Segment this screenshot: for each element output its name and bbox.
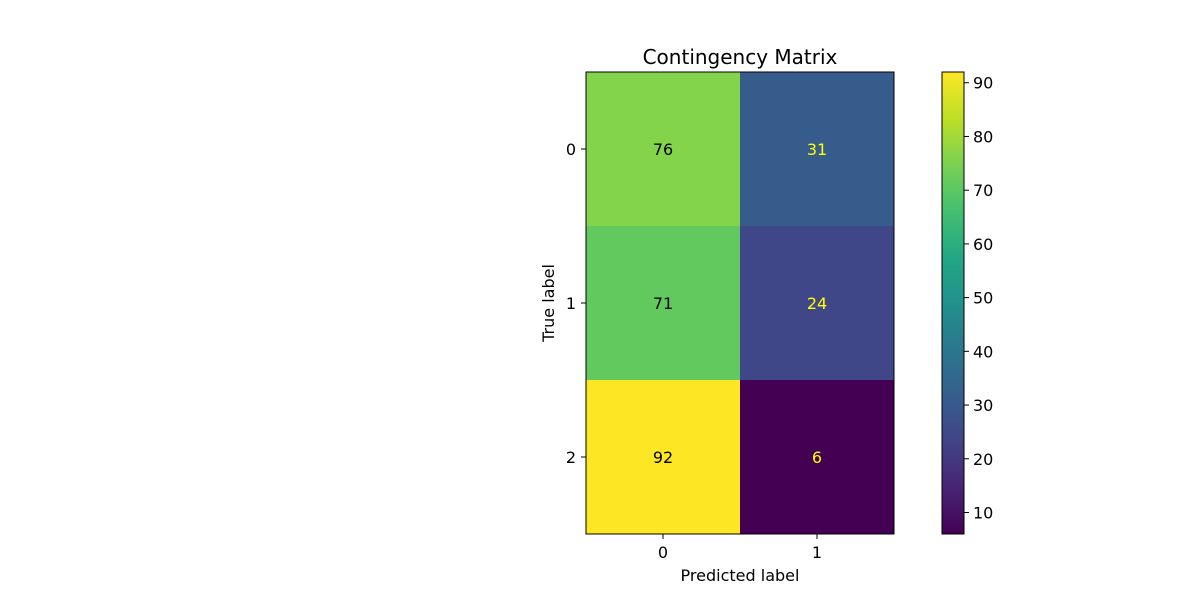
chart-title: Contingency Matrix (643, 45, 838, 69)
x-tick-label: 1 (812, 543, 822, 562)
colorbar-tick-label: 30 (973, 396, 993, 415)
cell-value-label: 6 (812, 448, 822, 467)
y-axis-label: True label (539, 264, 558, 343)
heatmap-cell (740, 226, 894, 380)
colorbar-tick-label: 80 (973, 127, 993, 146)
x-tick-label: 0 (658, 543, 668, 562)
colorbar-tick-label: 40 (973, 342, 993, 361)
colorbar-tick-label: 50 (973, 289, 993, 308)
cell-value-label: 71 (653, 294, 673, 313)
colorbar-tick-label: 90 (973, 74, 993, 93)
colorbar-tick-label: 10 (973, 504, 993, 523)
colorbar (941, 71, 965, 535)
heatmap-cell (586, 380, 740, 534)
y-tick-label: 2 (566, 448, 576, 467)
colorbar-tick-label: 60 (973, 235, 993, 254)
colorbar-tick-label: 70 (973, 181, 993, 200)
cell-value-label: 31 (807, 140, 827, 159)
heatmap-cell (586, 226, 740, 380)
y-tick-label: 0 (566, 140, 576, 159)
colorbar-tick-label: 20 (973, 450, 993, 469)
heatmap-cells (586, 72, 894, 534)
cell-value-label: 76 (653, 140, 673, 159)
y-axis-ticks: 0 1 2 (566, 140, 586, 467)
heatmap-cell-labels: 76 31 71 24 92 6 (653, 140, 827, 467)
heatmap-cell (740, 72, 894, 226)
cell-value-label: 92 (653, 448, 673, 467)
colorbar-ticks: 10 20 30 40 50 60 70 80 90 (964, 74, 993, 523)
y-tick-label: 1 (566, 294, 576, 313)
heatmap-cell (740, 380, 894, 534)
heatmap-cell (586, 72, 740, 226)
x-axis-label: Predicted label (681, 566, 800, 585)
cell-value-label: 24 (807, 294, 827, 313)
